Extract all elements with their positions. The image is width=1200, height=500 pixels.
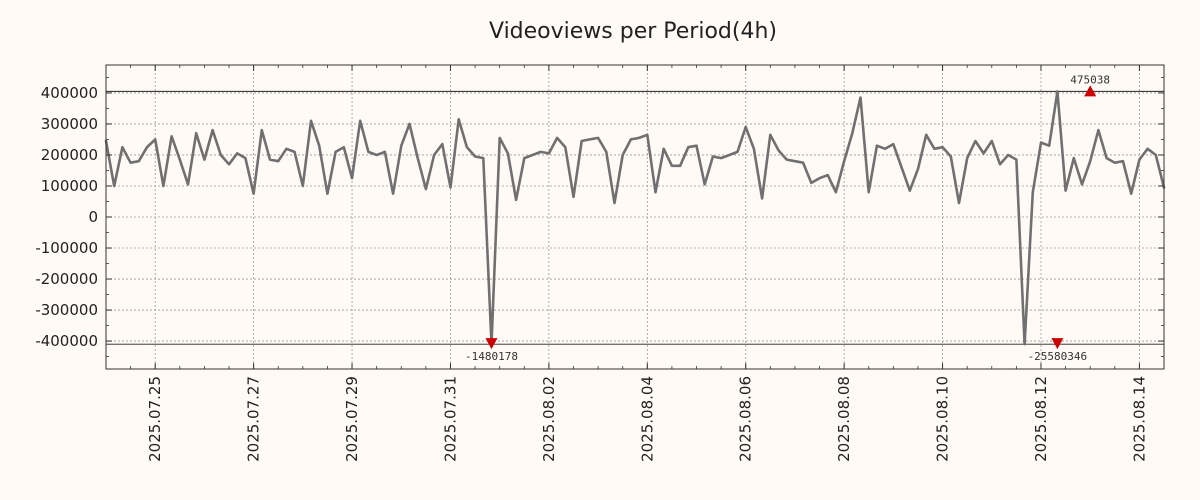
x-tick-label: 2025.08.14 (1130, 376, 1148, 462)
clip-lines (106, 90, 1164, 345)
annotation-label: 475038 (1070, 73, 1110, 86)
chart-title: Videoviews per Period(4h) (489, 19, 777, 44)
series-layer (104, 90, 1166, 346)
y-tick-label: -300000 (35, 301, 98, 319)
y-tick-label: 400000 (41, 84, 98, 102)
grid (106, 65, 1164, 369)
y-tick-label: -100000 (35, 239, 98, 257)
x-tick-label: 2025.07.31 (441, 376, 459, 462)
x-tick-label: 2025.07.25 (146, 376, 164, 462)
y-tick-label: -200000 (35, 270, 98, 288)
x-tick-label: 2025.08.04 (638, 376, 656, 462)
x-tick-label: 2025.08.10 (934, 376, 952, 462)
series-line (104, 90, 1166, 346)
y-tick-label: -400000 (35, 332, 98, 350)
x-tick-label: 2025.08.08 (835, 376, 853, 462)
annotation-label: -1480178 (465, 350, 518, 363)
x-tick-label: 2025.07.29 (343, 376, 361, 462)
y-tick-label: 100000 (41, 177, 98, 195)
axes: 400000 300000 200000 100000 0 -100000 -200000 -… (35, 64, 1165, 462)
y-tick-label: 200000 (41, 146, 98, 164)
up-marker-icon (1084, 85, 1097, 97)
x-tick-label: 2025.08.02 (540, 376, 558, 462)
annotations: -1480178 -25580346 475038 (465, 73, 1110, 363)
down-marker-icon (1051, 338, 1064, 350)
y-tick-label: 300000 (41, 115, 98, 133)
down-marker-icon (485, 338, 498, 350)
x-tick-label: 2025.08.12 (1032, 376, 1050, 462)
plot-frame (105, 64, 1165, 370)
y-tick-label: 0 (88, 208, 98, 226)
x-tick-label: 2025.07.27 (245, 376, 263, 462)
x-tick-label: 2025.08.06 (737, 376, 755, 462)
annotation-label: -25580346 (1028, 350, 1088, 363)
